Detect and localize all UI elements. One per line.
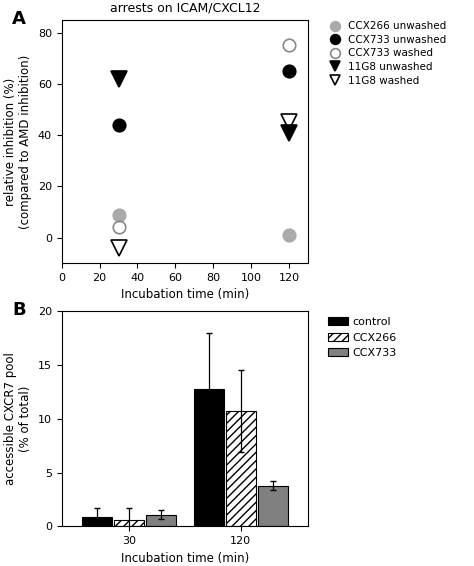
Bar: [82, 517, 112, 526]
Y-axis label: accessible CXCR7 pool
(% of total): accessible CXCR7 pool (% of total): [4, 353, 32, 485]
Bar: [194, 389, 224, 526]
Bar: [114, 520, 144, 526]
Text: B: B: [12, 301, 26, 319]
Text: A: A: [12, 10, 26, 28]
Legend: control, CCX266, CCX733: control, CCX266, CCX733: [324, 312, 401, 363]
Bar: [258, 486, 288, 526]
X-axis label: Incubation time (min): Incubation time (min): [121, 552, 249, 565]
Title: arrests on ICAM/CXCL12: arrests on ICAM/CXCL12: [109, 2, 260, 15]
Bar: [226, 411, 255, 526]
X-axis label: Incubation time (min): Incubation time (min): [121, 289, 249, 302]
Legend: CCX266 unwashed, CCX733 unwashed, CCX733 washed, 11G8 unwashed, 11G8 washed: CCX266 unwashed, CCX733 unwashed, CCX733…: [323, 20, 447, 87]
Bar: [146, 514, 175, 526]
Y-axis label: relative inhibition (%)
(compared to AMD inhibition): relative inhibition (%) (compared to AMD…: [4, 54, 32, 229]
